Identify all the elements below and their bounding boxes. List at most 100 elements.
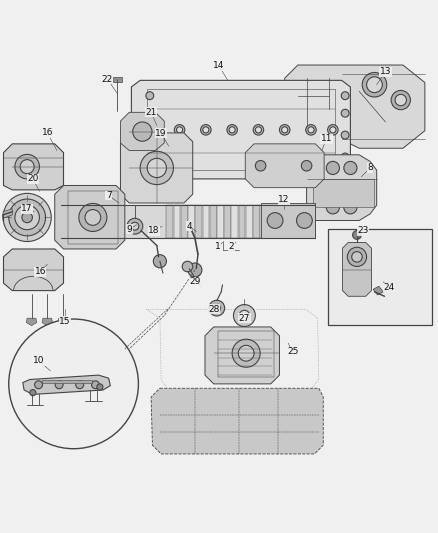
Circle shape [341, 92, 349, 100]
Text: 12: 12 [278, 196, 290, 205]
Circle shape [153, 255, 166, 268]
Bar [217, 205, 224, 238]
Text: 8: 8 [367, 164, 373, 173]
Circle shape [341, 131, 349, 139]
Circle shape [30, 390, 36, 395]
Circle shape [253, 125, 264, 135]
Circle shape [188, 263, 202, 277]
Polygon shape [131, 80, 350, 179]
Text: 23: 23 [357, 226, 368, 235]
Circle shape [344, 161, 357, 174]
Bar [166, 205, 173, 238]
Bar [313, 179, 374, 207]
Circle shape [341, 153, 349, 161]
Circle shape [146, 153, 154, 161]
Text: 25: 25 [287, 348, 298, 357]
Polygon shape [113, 77, 122, 82]
Bar [289, 205, 296, 238]
Polygon shape [61, 205, 166, 238]
Text: 14: 14 [213, 61, 225, 70]
Text: 16: 16 [42, 128, 53, 138]
Circle shape [326, 201, 339, 214]
Circle shape [297, 213, 312, 229]
Circle shape [352, 252, 362, 262]
Circle shape [15, 205, 39, 230]
Bar [147, 89, 335, 170]
Text: 17: 17 [21, 204, 33, 213]
Circle shape [9, 319, 138, 449]
Polygon shape [205, 327, 279, 384]
Bar [275, 205, 282, 238]
Circle shape [229, 127, 235, 133]
Circle shape [391, 91, 410, 110]
Circle shape [239, 310, 250, 321]
Text: 19: 19 [155, 129, 167, 138]
Polygon shape [4, 144, 64, 190]
Circle shape [85, 209, 101, 225]
Circle shape [20, 159, 34, 174]
Polygon shape [151, 388, 323, 454]
Bar [328, 229, 432, 325]
Circle shape [209, 300, 225, 316]
Circle shape [3, 193, 51, 241]
Bar [218, 332, 274, 377]
Bar [246, 205, 253, 238]
Polygon shape [289, 205, 315, 238]
Circle shape [347, 247, 367, 266]
Polygon shape [58, 318, 68, 326]
Polygon shape [261, 203, 315, 238]
Circle shape [282, 127, 288, 133]
Polygon shape [373, 286, 383, 295]
Bar [231, 205, 238, 238]
Circle shape [146, 109, 154, 117]
Bar [268, 205, 274, 238]
Circle shape [232, 339, 260, 367]
Polygon shape [245, 144, 324, 188]
Circle shape [55, 381, 63, 389]
Text: 21: 21 [145, 108, 157, 117]
Circle shape [326, 161, 339, 174]
Circle shape [15, 155, 39, 179]
Circle shape [174, 125, 185, 135]
Circle shape [279, 125, 290, 135]
Bar [181, 205, 187, 238]
Polygon shape [26, 318, 37, 326]
Circle shape [341, 109, 349, 117]
Circle shape [76, 381, 84, 389]
Circle shape [328, 125, 338, 135]
Text: 15: 15 [59, 317, 71, 326]
Circle shape [301, 160, 312, 171]
Circle shape [146, 92, 154, 100]
Circle shape [155, 127, 161, 133]
Circle shape [213, 304, 220, 312]
Text: 2: 2 [229, 243, 234, 251]
Polygon shape [3, 209, 12, 219]
Circle shape [362, 72, 387, 97]
Circle shape [127, 219, 143, 234]
Circle shape [344, 201, 357, 214]
Circle shape [367, 77, 382, 93]
Polygon shape [55, 185, 125, 249]
Circle shape [395, 94, 406, 106]
Circle shape [131, 222, 139, 230]
Bar [188, 205, 195, 238]
Text: 24: 24 [383, 283, 395, 292]
Circle shape [255, 127, 261, 133]
Text: 11: 11 [321, 134, 332, 143]
Polygon shape [4, 249, 64, 290]
Circle shape [238, 345, 254, 361]
Polygon shape [343, 243, 371, 296]
Text: 16: 16 [35, 267, 46, 276]
Circle shape [146, 131, 154, 139]
Bar [253, 205, 260, 238]
Circle shape [306, 125, 316, 135]
Circle shape [308, 127, 314, 133]
Circle shape [97, 384, 103, 390]
Circle shape [267, 213, 283, 229]
Circle shape [330, 127, 336, 133]
Circle shape [133, 122, 152, 141]
Bar [239, 205, 245, 238]
Polygon shape [23, 375, 110, 394]
Text: 4: 4 [187, 222, 192, 231]
Circle shape [233, 304, 255, 327]
